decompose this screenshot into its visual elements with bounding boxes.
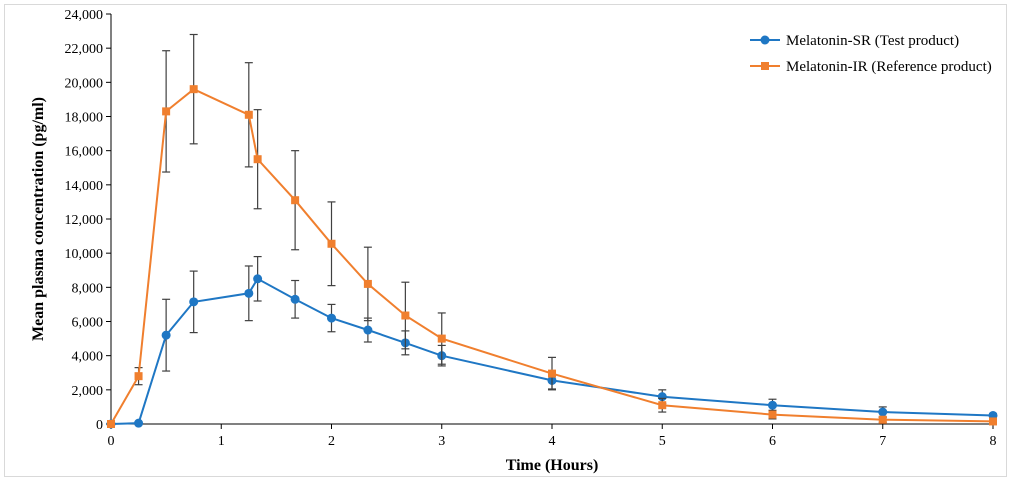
- legend-marker: [761, 62, 769, 70]
- x-tick-label: 2: [328, 434, 335, 449]
- data-point: [658, 401, 667, 410]
- data-point: [244, 110, 253, 119]
- x-tick-label: 6: [769, 434, 776, 449]
- series-line: [110, 277, 994, 425]
- data-point: [401, 311, 410, 320]
- y-tick-label: 16,000: [65, 145, 104, 160]
- data-point: [134, 418, 144, 428]
- data-point: [244, 288, 254, 298]
- legend-marker: [760, 35, 770, 45]
- data-point: [989, 417, 997, 426]
- legend-label: Melatonin-SR (Test product): [786, 33, 959, 49]
- data-point: [768, 400, 777, 410]
- data-point: [363, 325, 373, 335]
- data-point: [162, 107, 171, 116]
- y-tick-label: 12,000: [65, 213, 104, 228]
- data-point: [253, 274, 263, 284]
- x-tick-label: 5: [659, 434, 666, 449]
- x-axis-title: Time (Hours): [506, 457, 599, 474]
- data-point: [878, 407, 888, 417]
- x-axis-ticks: 0 1 2 3 4 5 6 7 8: [108, 424, 997, 449]
- line-chart: 0 2,000 4,000 6,000 8,000 10,000 12,000 14,000 1…: [30, 8, 998, 474]
- series-2: [107, 33, 997, 428]
- data-point: [253, 155, 262, 164]
- y-tick-label: 14,000: [65, 179, 104, 194]
- y-axis-title: Mean plasma concentration (pg/ml): [30, 97, 47, 341]
- y-tick-label: 4,000: [72, 350, 104, 365]
- data-point: [768, 410, 777, 419]
- x-tick-label: 1: [218, 434, 225, 449]
- y-tick-label: 2,000: [72, 384, 104, 399]
- data-point: [291, 196, 300, 205]
- y-tick-label: 6,000: [72, 316, 104, 331]
- data-point: [363, 279, 372, 288]
- y-tick-label: 0: [96, 418, 103, 433]
- data-point: [548, 369, 556, 378]
- y-tick-label: 22,000: [65, 42, 104, 57]
- y-tick-label: 10,000: [65, 247, 104, 262]
- legend: Melatonin-SR (Test product) Melatonin-IR …: [750, 33, 992, 75]
- data-point: [189, 297, 199, 307]
- chart-frame: 0 2,000 4,000 6,000 8,000 10,000 12,000 14,000 1…: [4, 4, 1007, 477]
- data-point: [290, 294, 300, 304]
- data-point: [327, 313, 336, 323]
- x-tick-label: 4: [549, 434, 556, 449]
- x-tick-label: 3: [438, 434, 445, 449]
- data-point: [134, 372, 143, 381]
- x-tick-label: 8: [990, 434, 997, 449]
- series-line: [110, 88, 994, 425]
- data-point: [189, 85, 198, 94]
- y-tick-label: 18,000: [65, 111, 104, 126]
- data-point: [437, 334, 446, 343]
- data-point: [878, 415, 887, 424]
- series-1: [106, 255, 998, 429]
- x-tick-label: 7: [879, 434, 886, 449]
- y-tick-label: 24,000: [65, 8, 104, 23]
- y-tick-label: 20,000: [65, 76, 104, 91]
- legend-label: Melatonin-IR (Reference product): [786, 59, 992, 75]
- x-tick-label: 0: [108, 434, 115, 449]
- y-tick-label: 8,000: [72, 281, 104, 296]
- data-point: [327, 239, 336, 248]
- data-point: [161, 330, 171, 340]
- series-layer: [106, 33, 998, 429]
- y-axis-ticks: 0 2,000 4,000 6,000 8,000 10,000 12,000 14,000 1…: [65, 8, 111, 433]
- data-point: [107, 420, 115, 428]
